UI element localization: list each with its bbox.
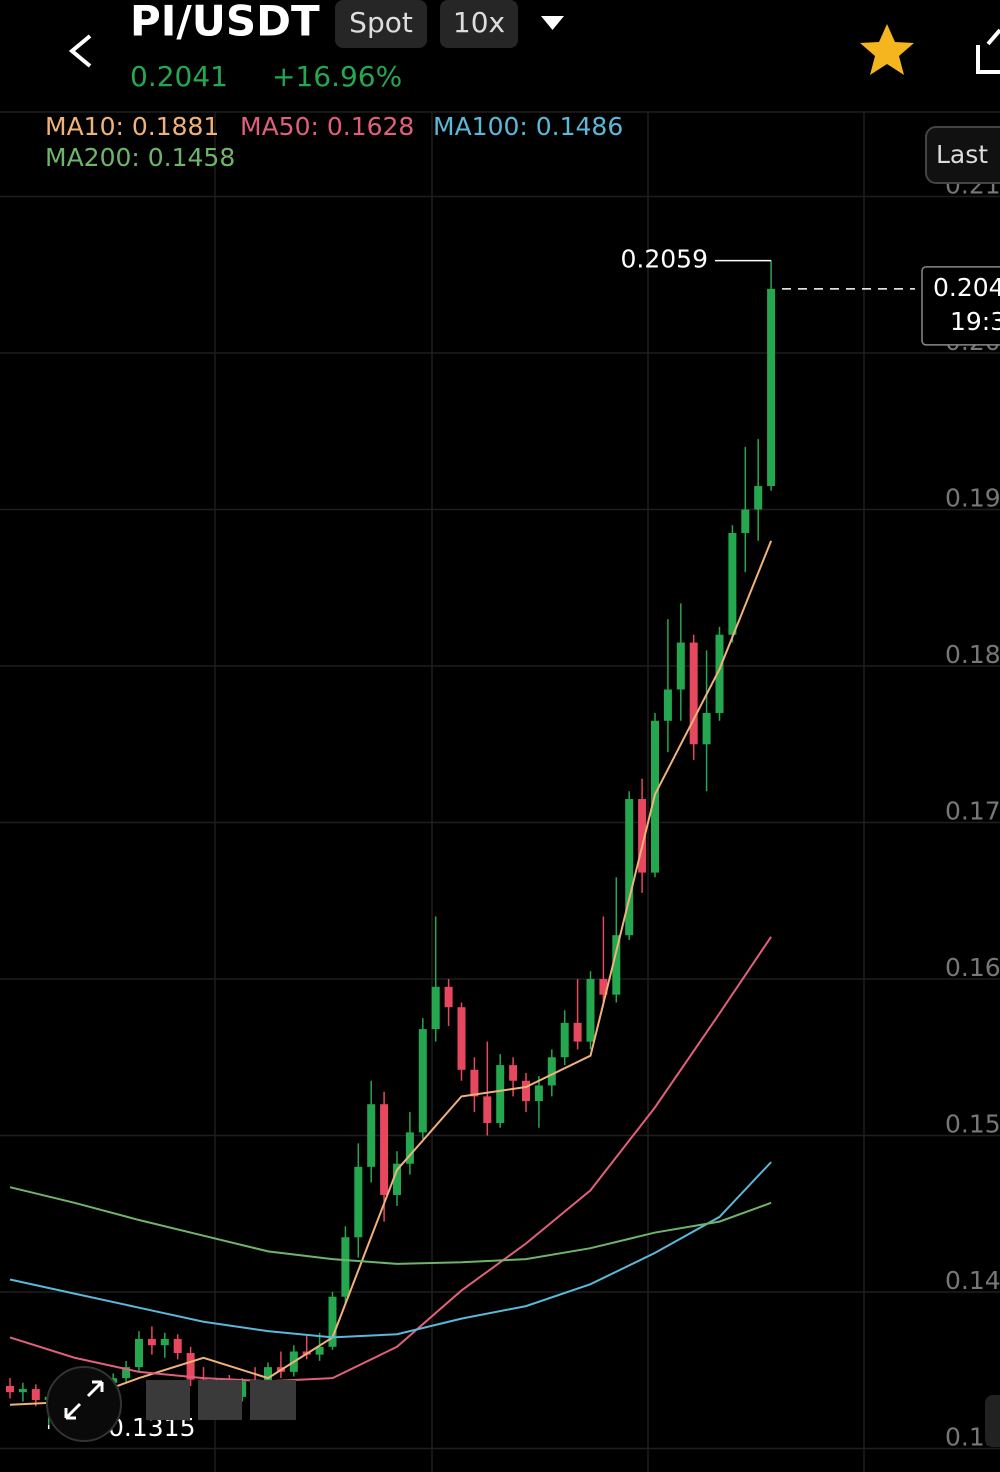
watermark-block [250,1380,296,1420]
leverage-badge[interactable] [440,0,518,48]
legend-entry: MA100: 0.1486 [433,112,623,141]
symbol: PI/USDT [130,0,320,46]
candle-body [457,1007,466,1070]
candle-body [728,532,737,635]
candle-body [18,1389,27,1393]
candle-body [663,689,672,721]
watermark-block [146,1380,190,1420]
countdown: 19:3 [950,307,1000,336]
y-tick-label: 0.18 [945,640,1000,669]
candle-body [367,1104,376,1167]
candle-body [315,1346,324,1355]
candle-body [341,1237,350,1297]
candle-body [560,1022,569,1058]
candle-body [573,1022,582,1042]
candle-body [135,1338,143,1368]
candle-body [6,1385,14,1393]
watermark-block [198,1380,242,1420]
candle-body [676,642,685,690]
candle-body [147,1338,156,1346]
candle-body [31,1389,40,1401]
candle-body [160,1338,169,1346]
candle-body [689,642,698,745]
ma-line [9,1186,772,1265]
price: 0.2041 [130,60,228,93]
candle-body [470,1069,479,1097]
ma-line [9,540,773,1406]
legend: MA10: 0.1881 MA50: 0.1628 MA100: 0.1486 MA2… [45,112,623,172]
candle-body [754,486,763,510]
legend-entry: MA50: 0.1628 [240,112,414,141]
candle-body [173,1338,182,1354]
candle-body [483,1096,492,1124]
legend-entry: MA200: 0.1458 [45,143,235,172]
legend-entry: MA10: 0.1881 [45,112,219,141]
last-price-box [921,266,1000,346]
candle-body [431,986,440,1030]
candle-body [547,1057,556,1086]
candle-body [638,799,647,873]
fullscreen-button[interactable] [46,1366,122,1442]
v-grid [214,112,865,1472]
candle-body [599,979,608,995]
candle-body [741,509,750,533]
market: Spot [349,6,413,39]
candle-body [393,1163,401,1195]
candle-body [767,288,776,487]
candle-body [496,1065,505,1124]
share-button[interactable] [976,28,1000,74]
change: +16.96% [272,60,402,93]
watermark [146,1380,296,1420]
candle-body [534,1085,543,1102]
candle-body [715,634,724,713]
candle-body [522,1080,530,1102]
candle-body [354,1166,363,1238]
candle-body [405,1132,414,1164]
candle-body [612,935,621,995]
ma-line [9,1161,772,1339]
candle-body [238,1381,247,1397]
leverage: 10x [453,6,505,39]
candle-body [509,1065,518,1081]
favorite-star[interactable] [860,24,914,75]
h-grid: 0.210.200.190.180.170.160.150.140.13 [0,171,1000,1452]
candle-body [328,1296,337,1347]
y-tick-label: 0.17 [945,797,1000,826]
candle-body [122,1367,131,1379]
ma-line [9,936,772,1383]
candle-body [186,1353,195,1380]
y-tick-label: 0.15 [945,1110,1000,1139]
candle-body [444,986,453,1008]
high-label: 0.2059 [621,245,708,274]
fullscreen-icon [64,1380,104,1420]
candle-body [380,1104,389,1195]
last-price-label: 0.2041 [933,273,1000,302]
price-mode-button[interactable] [925,126,1000,184]
side-button[interactable] [985,1395,1000,1447]
market-badge[interactable] [335,0,427,48]
y-tick-label: 0.19 [945,484,1000,513]
price-mode: Last [936,140,988,169]
candle-body [625,799,634,936]
dropdown-arrow[interactable] [541,16,564,30]
y-tick-label: 0.16 [945,953,1000,982]
back-button[interactable] [68,34,92,68]
y-tick-label: 0.14 [945,1266,1000,1295]
candle-body [418,1029,427,1133]
candle-body [702,712,711,745]
candle-body [586,979,595,1042]
